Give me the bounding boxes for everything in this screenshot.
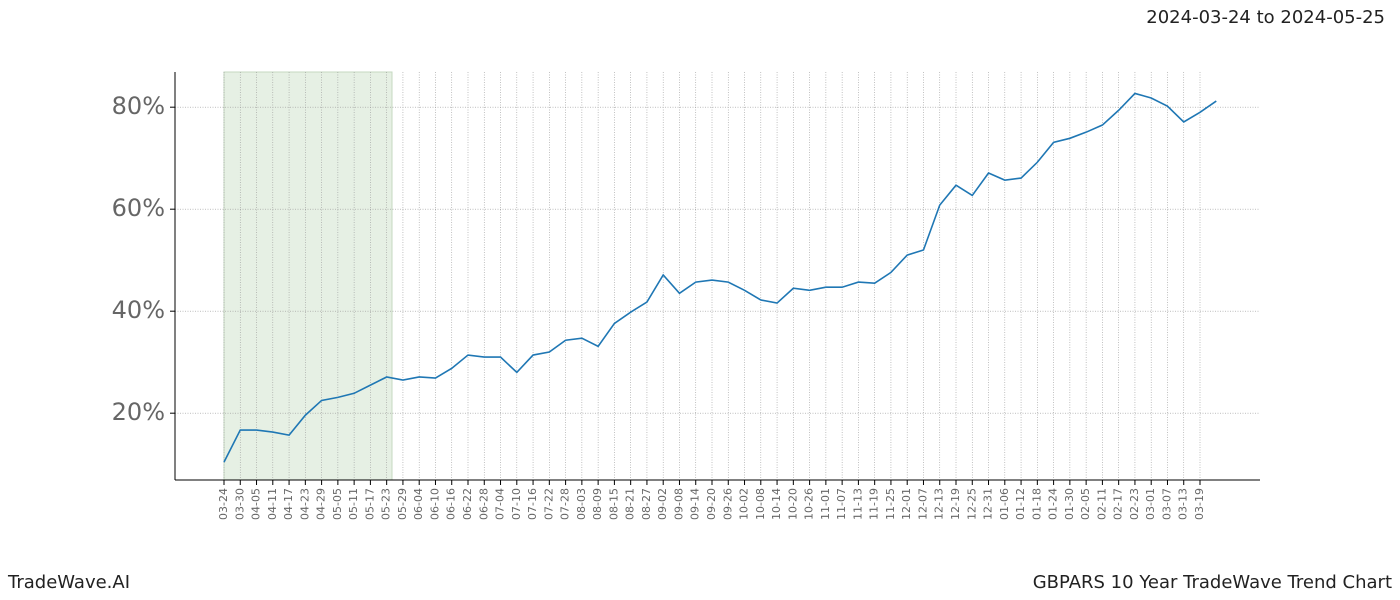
x-tick-label: 07-28 [559, 488, 572, 520]
x-tick-label: 10-02 [738, 488, 751, 520]
x-tick-label: 04-11 [266, 488, 279, 520]
x-tick-label: 05-11 [347, 488, 360, 520]
x-tick-label: 03-19 [1193, 488, 1206, 520]
x-tick-label: 11-19 [868, 488, 881, 520]
x-tick-label: 12-31 [982, 488, 995, 520]
line-series [223, 92, 1217, 463]
x-tick-label: 02-11 [1095, 488, 1108, 520]
y-tick-label: 20% [112, 398, 165, 426]
x-tick-label: 03-24 [217, 488, 230, 520]
x-tick-label: 04-05 [250, 488, 263, 520]
x-tick-label: 02-23 [1128, 488, 1141, 520]
x-tick-label: 01-12 [1014, 488, 1027, 520]
footer-left: TradeWave.AI [7, 572, 130, 593]
x-tick-label: 08-21 [624, 488, 637, 520]
x-tick-label: 05-05 [331, 488, 344, 520]
x-tick-label: 12-19 [949, 488, 962, 520]
y-tick-label: 80% [112, 92, 165, 120]
x-tick-label: 02-05 [1079, 488, 1092, 520]
x-tick-label: 03-01 [1144, 488, 1157, 520]
x-tick-label: 04-29 [315, 488, 328, 520]
x-tick-label: 11-25 [884, 488, 897, 520]
x-tick-label: 01-24 [1047, 488, 1060, 520]
x-tick-label: 10-08 [754, 488, 767, 520]
x-tick-label: 08-15 [607, 488, 620, 520]
x-tick-label: 05-29 [396, 488, 409, 520]
x-tick-label: 10-20 [786, 488, 799, 520]
x-tick-label: 01-06 [998, 488, 1011, 520]
x-tick-label: 08-09 [591, 488, 604, 520]
footer-right: GBPARS 10 Year TradeWave Trend Chart [1033, 572, 1392, 593]
x-tick-label: 03-30 [233, 488, 246, 520]
plot: 20%40%60%80%03-24 03-30 04-05 04-11 04-17 04-… [112, 72, 1260, 520]
x-tick-label: 05-23 [380, 488, 393, 520]
x-tick-label: 12-07 [916, 488, 929, 520]
x-tick-label: 05-17 [363, 488, 376, 520]
x-tick-label: 09-14 [689, 488, 702, 520]
x-tick-label: 11-01 [819, 488, 832, 520]
x-tick-label: 12-01 [900, 488, 913, 520]
highlight-region [223, 71, 393, 481]
x-tick-label: 03-13 [1177, 488, 1190, 520]
x-tick-label: 01-30 [1063, 488, 1076, 520]
x-tick-label: 10-14 [770, 488, 783, 520]
x-tick-label: 06-28 [477, 488, 490, 520]
x-tick-label: 01-18 [1030, 488, 1043, 520]
chart-title: 2024-03-24 to 2024-05-25 [1146, 7, 1385, 28]
x-tick-label: 08-03 [575, 488, 588, 520]
y-tick-label: 40% [112, 296, 165, 324]
x-tick-label: 04-17 [282, 488, 295, 520]
x-tick-label: 02-17 [1112, 488, 1125, 520]
x-tick-label: 10-26 [803, 488, 816, 520]
x-tick-label: 07-16 [526, 488, 539, 520]
x-tick-label: 06-04 [412, 488, 425, 520]
y-tick-label: 60% [112, 194, 165, 222]
x-tick-label: 12-25 [965, 488, 978, 520]
x-tick-label: 09-02 [656, 488, 669, 520]
x-tick-label: 11-13 [851, 488, 864, 520]
x-tick-label: 04-23 [298, 488, 311, 520]
x-tick-label: 09-08 [672, 488, 685, 520]
x-tick-label: 09-20 [705, 488, 718, 520]
x-tick-label: 11-07 [835, 488, 848, 520]
x-tick-label: 07-04 [494, 488, 507, 520]
x-tick-label: 12-13 [933, 488, 946, 520]
x-tick-label: 06-22 [461, 488, 474, 520]
x-tick-label: 03-07 [1160, 488, 1173, 520]
x-tick-label: 09-26 [721, 488, 734, 520]
x-tick-label: 08-27 [640, 488, 653, 520]
x-tick-label: 06-10 [428, 488, 441, 520]
x-tick-label: 06-16 [445, 488, 458, 520]
x-tick-label: 07-10 [510, 488, 523, 520]
x-tick-label: 07-22 [542, 488, 555, 520]
